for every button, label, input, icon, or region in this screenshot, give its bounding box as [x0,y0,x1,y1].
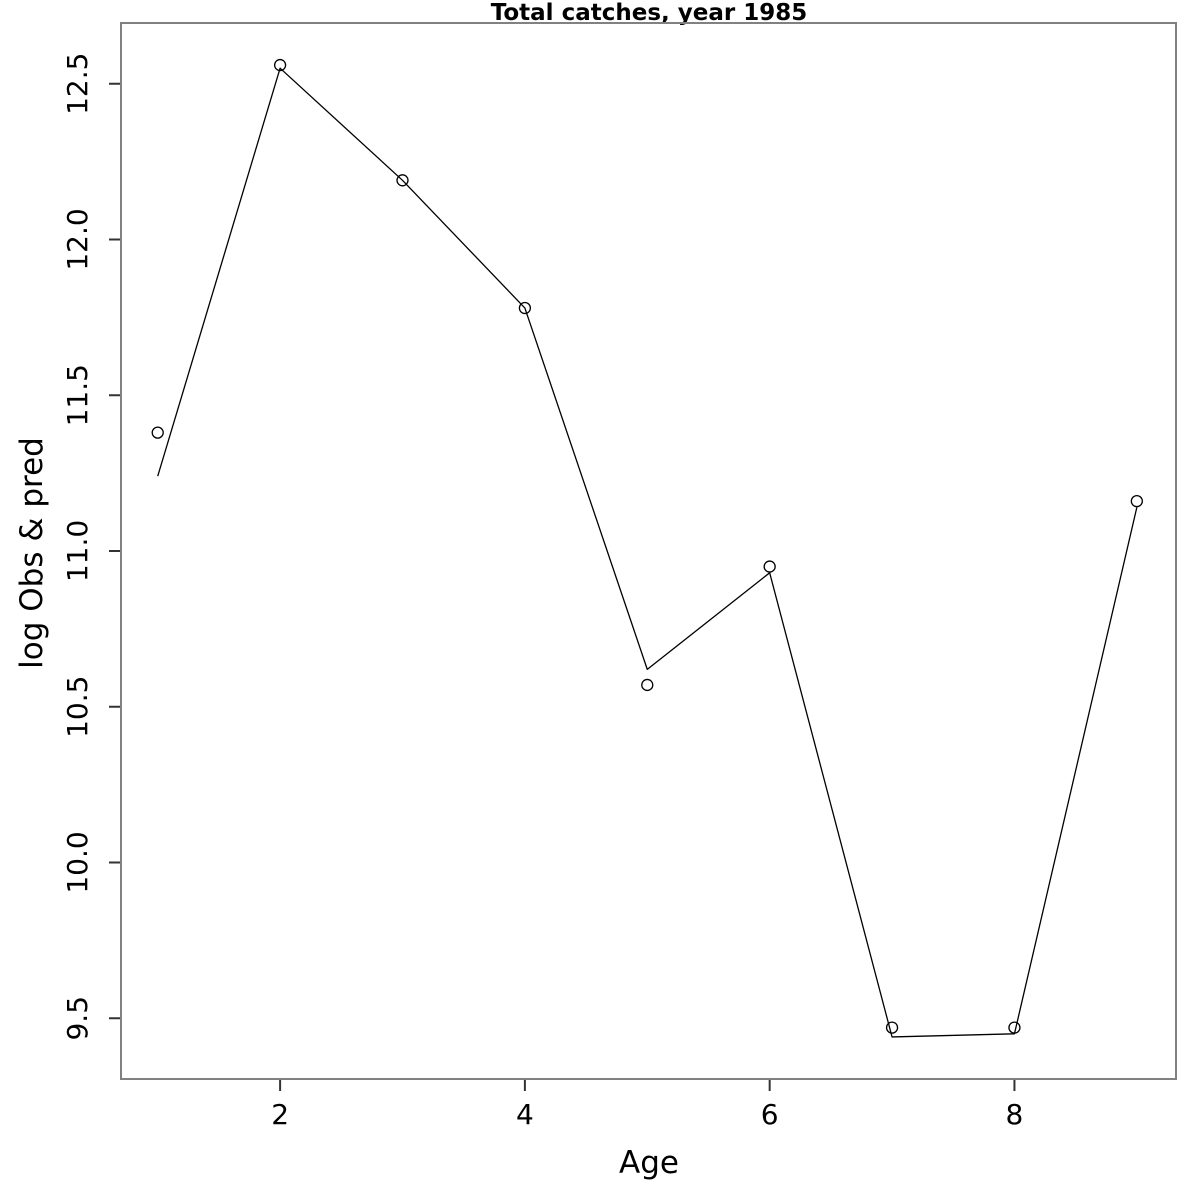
obs-point [273,58,287,72]
x-tick-label: 6 [761,1098,779,1131]
y-tick-label: 11.0 [61,520,94,582]
y-tick-label: 10.5 [61,676,94,738]
axis-ticks: 2 4 6 8 9.5 10.0 10.5 11.0 11.5 12.0 12.5 [61,53,1023,1131]
obs-point [518,301,532,315]
obs-point [151,426,164,439]
y-tick-label: 12.0 [61,208,94,270]
x-axis-label: Age [619,1145,679,1181]
x-tick-label: 8 [1006,1098,1024,1131]
y-axis-label: log Obs & pred [14,437,50,669]
pred-line [157,67,1138,1038]
y-tick-label: 11.5 [61,364,94,426]
y-tick-label: 10.0 [61,831,94,893]
plot-data [151,58,1143,1038]
obs-point [641,678,654,692]
x-tick-label: 4 [516,1098,534,1131]
obs-point [1130,495,1143,508]
obs-point [885,1021,899,1034]
obs-point [396,174,409,187]
obs-point [763,560,776,573]
y-tick-label: 12.5 [61,53,94,115]
x-tick-label: 2 [271,1098,289,1131]
obs-point [1008,1021,1021,1034]
plot-box [120,22,1177,1080]
y-tick-label: 9.5 [61,996,94,1041]
chart-title: Total catches, year 1985 [491,0,808,26]
